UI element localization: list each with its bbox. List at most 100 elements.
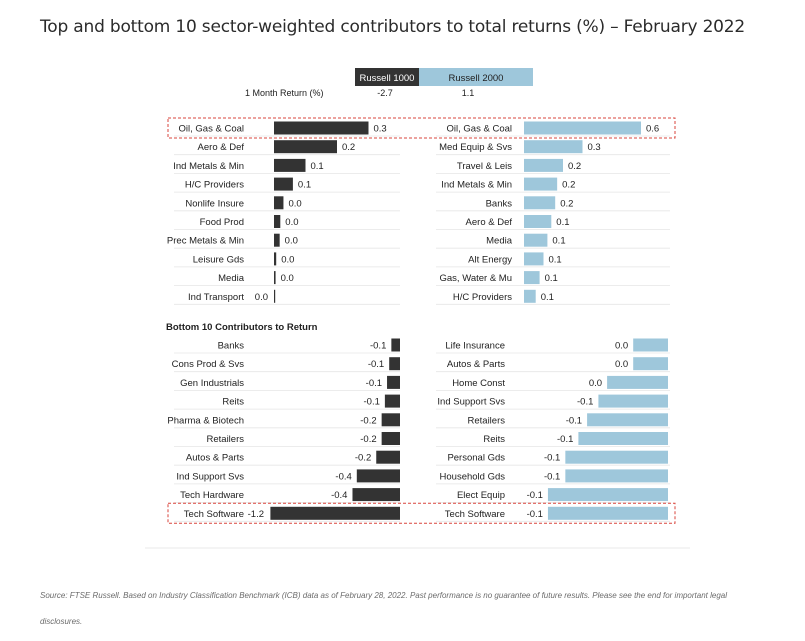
- bar-r2000-elect-equip: [547, 488, 668, 502]
- category-label-r1000-aero-def: Aero & Def: [198, 142, 245, 153]
- bar-r1000-banks: [391, 338, 400, 352]
- data-label-r1000-food-prod: 0.0: [285, 217, 298, 228]
- legend-russell2000-label: Russell 2000: [449, 73, 504, 84]
- bar-r2000-oil-gas-coal: [524, 121, 641, 135]
- bar-r1000-retailers: [381, 432, 400, 445]
- bar-r1000-reits: [384, 394, 400, 408]
- bar-r2000-ind-support-svs: [598, 394, 668, 408]
- category-label-r1000-banks: Banks: [218, 341, 245, 352]
- category-label-r1000-tech-hardware: Tech Hardware: [180, 490, 244, 501]
- category-label-r1000-autos-parts: Autos & Parts: [186, 453, 244, 464]
- category-label-r2000-media: Media: [486, 236, 513, 247]
- category-label-r2000-retailers: Retailers: [468, 415, 506, 426]
- bar-r1000-tech-hardware: [352, 488, 400, 502]
- category-label-r2000-ind-metals-min: Ind Metals & Min: [441, 180, 512, 191]
- data-label-r1000-ind-support-svs: -0.4: [335, 471, 351, 482]
- bar-r2000-alt-energy: [524, 252, 544, 266]
- data-label-r2000-elect-equip: -0.1: [527, 490, 543, 501]
- bar-r1000-ind-transport: [274, 289, 276, 303]
- category-label-r2000-home-const: Home Const: [452, 378, 505, 389]
- category-label-r1000-ind-metals-min: Ind Metals & Min: [173, 161, 244, 172]
- category-label-r1000-pharma-biotech: Pharma & Biotech: [167, 415, 244, 426]
- data-label-r1000-oil-gas-coal: 0.3: [374, 124, 387, 135]
- bar-r1000-prec-metals-min: [274, 233, 280, 247]
- category-label-r1000-retailers: Retailers: [207, 434, 245, 445]
- bar-r2000-banks: [524, 196, 556, 210]
- footnote: Source: FTSE Russell. Based on Industry …: [40, 591, 728, 626]
- legend-russell1000-label: Russell 1000: [360, 73, 415, 84]
- data-label-r1000-tech-hardware: -0.4: [331, 490, 347, 501]
- data-label-r2000-autos-parts: 0.0: [615, 359, 628, 370]
- bar-r1000-cons-prod-svs: [389, 357, 400, 371]
- bar-r2000-life-insurance: [633, 338, 668, 352]
- bar-r2000-ind-metals-min: [524, 177, 558, 191]
- category-label-r2000-life-insurance: Life Insurance: [445, 341, 505, 352]
- category-label-r1000-tech-software: Tech Software: [184, 509, 244, 520]
- data-label-r2000-retailers: -0.1: [566, 415, 582, 426]
- data-label-r2000-alt-energy: 0.1: [549, 254, 562, 265]
- bar-r1000-gen-industrials: [387, 375, 400, 389]
- category-label-r1000-ind-transport: Ind Transport: [188, 292, 244, 303]
- russell1000-return-value: -2.7: [377, 88, 393, 98]
- bar-r2000-autos-parts: [633, 357, 668, 371]
- category-label-r1000-oil-gas-coal: Oil, Gas & Coal: [179, 124, 244, 135]
- bar-r1000-tech-software: [270, 506, 400, 520]
- category-label-r2000-ind-support-svs: Ind Support Svs: [437, 397, 505, 408]
- data-label-r1000-retailers: -0.2: [360, 434, 376, 445]
- data-label-r1000-leisure-gds: 0.0: [281, 254, 294, 265]
- bar-r2000-retailers: [587, 413, 668, 427]
- bar-r2000-med-equip-svs: [524, 140, 583, 154]
- data-label-r2000-tech-software: -0.1: [527, 509, 543, 520]
- bar-r1000-ind-support-svs: [356, 469, 400, 483]
- category-label-r2000-reits: Reits: [483, 434, 505, 445]
- data-label-r2000-oil-gas-coal: 0.6: [646, 124, 659, 135]
- category-label-r2000-alt-energy: Alt Energy: [468, 254, 512, 265]
- data-label-r2000-ind-metals-min: 0.2: [562, 180, 575, 191]
- data-label-r1000-autos-parts: -0.2: [355, 453, 371, 464]
- category-label-r2000-gas-water-mu: Gas, Water & Mu: [440, 273, 513, 284]
- bar-r1000-pharma-biotech: [381, 413, 400, 427]
- bar-r1000-media: [274, 271, 276, 285]
- bar-r2000-h-c-providers: [524, 289, 536, 303]
- bar-r2000-media: [524, 233, 548, 247]
- category-label-r2000-household-gds: Household Gds: [440, 471, 506, 482]
- data-label-r2000-home-const: 0.0: [589, 378, 602, 389]
- bar-r1000-h-c-providers: [274, 177, 293, 191]
- data-label-r1000-cons-prod-svs: -0.1: [368, 359, 384, 370]
- data-label-r2000-media: 0.1: [552, 236, 565, 247]
- data-label-r2000-life-insurance: 0.0: [615, 341, 628, 352]
- bar-r1000-oil-gas-coal: [274, 121, 369, 135]
- data-label-r2000-aero-def: 0.1: [556, 217, 569, 228]
- bar-r2000-reits: [578, 432, 668, 445]
- bar-r2000-tech-software: [547, 506, 668, 520]
- bar-r2000-gas-water-mu: [524, 271, 540, 285]
- bar-r1000-aero-def: [274, 140, 337, 154]
- data-label-r2000-personal-gds: -0.1: [544, 453, 560, 464]
- return-row-label: 1 Month Return (%): [245, 88, 324, 98]
- highlight-tech-software: [167, 502, 676, 524]
- category-label-r1000-gen-industrials: Gen Industrials: [180, 378, 244, 389]
- data-label-r2000-gas-water-mu: 0.1: [545, 273, 558, 284]
- data-label-r2000-reits: -0.1: [557, 434, 573, 445]
- category-label-r1000-h-c-providers: H/C Providers: [185, 180, 244, 191]
- category-label-r1000-prec-metals-min: Prec Metals & Min: [167, 236, 244, 247]
- data-label-r2000-h-c-providers: 0.1: [541, 292, 554, 303]
- data-label-r1000-pharma-biotech: -0.2: [360, 415, 376, 426]
- data-label-r1000-ind-metals-min: 0.1: [311, 161, 324, 172]
- data-label-r2000-travel-leis: 0.2: [568, 161, 581, 172]
- data-label-r1000-gen-industrials: -0.1: [366, 378, 382, 389]
- data-label-r2000-banks: 0.2: [560, 198, 573, 209]
- category-label-r2000-travel-leis: Travel & Leis: [457, 161, 512, 172]
- category-label-r2000-autos-parts: Autos & Parts: [447, 359, 505, 370]
- bar-r1000-leisure-gds: [274, 252, 277, 266]
- data-label-r1000-ind-transport: 0.0: [255, 292, 268, 303]
- data-label-r1000-tech-software: -1.2: [248, 509, 264, 520]
- data-label-r1000-nonlife-insure: 0.0: [288, 198, 301, 209]
- highlight-oil-gas-coal: [167, 117, 676, 139]
- bar-r1000-nonlife-insure: [274, 196, 284, 210]
- category-label-r1000-food-prod: Food Prod: [200, 217, 244, 228]
- category-label-r1000-ind-support-svs: Ind Support Svs: [176, 471, 244, 482]
- bar-r1000-ind-metals-min: [274, 158, 306, 172]
- category-label-r2000-tech-software: Tech Software: [445, 509, 505, 520]
- bar-r2000-aero-def: [524, 215, 552, 228]
